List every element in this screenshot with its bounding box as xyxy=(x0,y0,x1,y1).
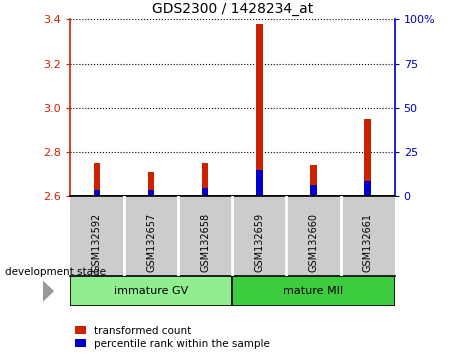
Text: GSM132659: GSM132659 xyxy=(254,213,264,272)
Title: GDS2300 / 1428234_at: GDS2300 / 1428234_at xyxy=(152,2,313,16)
Polygon shape xyxy=(43,280,54,302)
Text: GSM132658: GSM132658 xyxy=(200,213,210,272)
Text: GSM132660: GSM132660 xyxy=(308,213,318,272)
Bar xyxy=(310,185,317,196)
Bar xyxy=(256,170,262,196)
Text: GSM132592: GSM132592 xyxy=(92,213,102,272)
Bar xyxy=(94,163,100,196)
Text: immature GV: immature GV xyxy=(114,286,188,296)
Bar xyxy=(364,181,371,196)
Text: GSM132657: GSM132657 xyxy=(146,213,156,272)
Bar xyxy=(70,276,232,306)
Bar xyxy=(202,188,208,196)
Bar xyxy=(310,165,317,196)
Text: development stage: development stage xyxy=(5,267,106,277)
Bar xyxy=(94,190,100,196)
Text: mature MII: mature MII xyxy=(283,286,344,296)
Bar xyxy=(364,119,371,196)
Bar xyxy=(148,172,154,196)
Bar xyxy=(232,276,395,306)
Bar xyxy=(148,190,154,196)
Text: GSM132661: GSM132661 xyxy=(363,213,373,272)
Legend: transformed count, percentile rank within the sample: transformed count, percentile rank withi… xyxy=(75,326,270,349)
Bar xyxy=(202,163,208,196)
Bar xyxy=(256,24,262,196)
